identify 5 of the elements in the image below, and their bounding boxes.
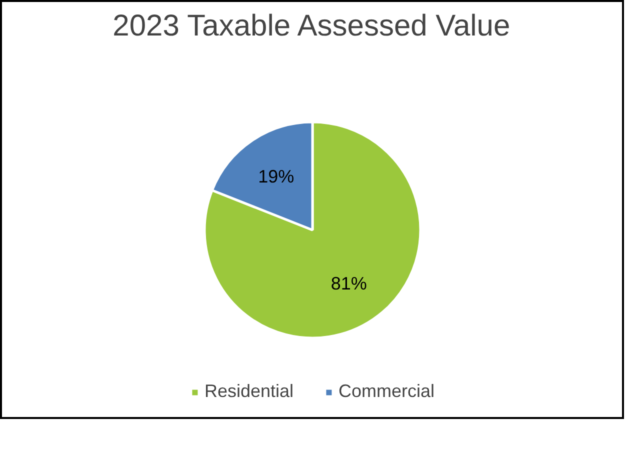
- data-label: 19%: [258, 166, 294, 186]
- legend-label: Residential: [204, 381, 294, 402]
- data-label: 81%: [330, 274, 367, 294]
- legend-label: Commercial: [338, 381, 435, 402]
- chart-title: 2023 Taxable Assessed Value: [112, 10, 510, 42]
